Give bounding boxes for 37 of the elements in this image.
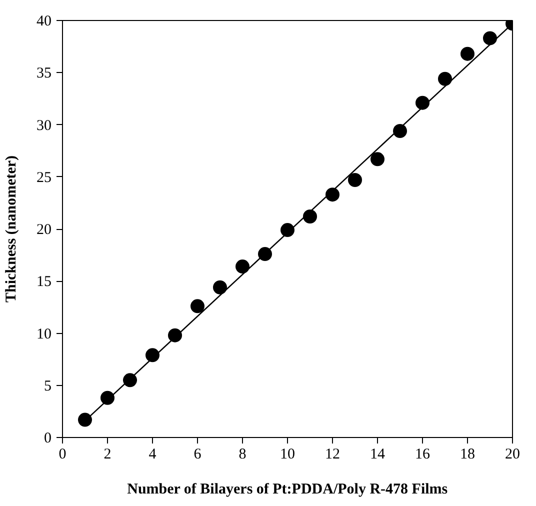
x-tick-label: 10	[280, 446, 295, 462]
point	[326, 188, 340, 202]
point	[460, 46, 474, 61]
point	[190, 299, 204, 314]
x-tick-label: 6	[194, 446, 202, 462]
point	[168, 328, 182, 342]
point	[370, 152, 384, 166]
point	[416, 96, 430, 110]
y-tick-label: 5	[44, 378, 52, 394]
y-axis-title: Thickness (nanometer)	[4, 155, 20, 303]
x-tick-label: 4	[148, 446, 157, 462]
point	[438, 72, 452, 86]
y-tick-label: 15	[36, 274, 52, 290]
point	[146, 348, 160, 362]
point	[303, 210, 317, 224]
point	[236, 260, 250, 274]
y-tick-label: 25	[36, 170, 52, 186]
y-tick-label: 40	[36, 14, 52, 30]
x-tick-label: 2	[104, 446, 112, 462]
x-tick-label: 16	[415, 446, 430, 462]
point	[78, 412, 92, 427]
point	[213, 280, 227, 294]
y-tick-label: 35	[36, 66, 52, 82]
point	[483, 31, 497, 46]
point	[348, 173, 362, 187]
x-tick-label: 18	[460, 446, 475, 462]
y-tick-label: 0	[44, 430, 52, 446]
point	[280, 223, 294, 238]
y-tick-label: 20	[36, 222, 52, 238]
y-tick-label: 10	[36, 326, 52, 342]
x-tick-label: 12	[325, 446, 340, 462]
x-tick-label: 0	[58, 446, 66, 462]
x-tick-label: 20	[505, 446, 520, 462]
y-tick-label: 30	[36, 118, 52, 134]
x-tick-label: 14	[370, 446, 386, 462]
x-axis-title: Number of Bilayers of Pt:PDDA/Poly R-478 Films	[127, 482, 448, 498]
x-tick-label: 8	[238, 446, 246, 462]
